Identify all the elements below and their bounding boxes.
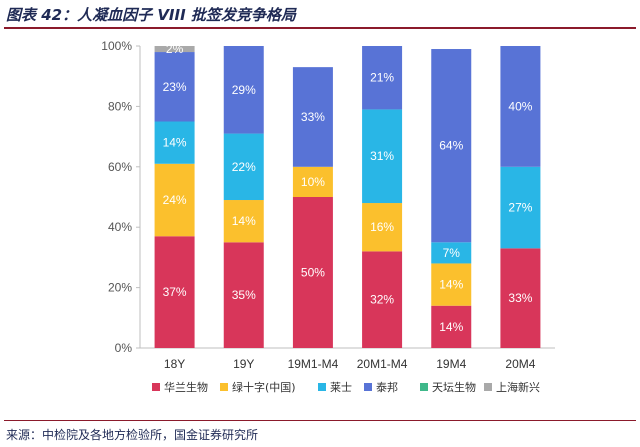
y-tick-label: 40% (108, 220, 132, 234)
x-category-label: 20M4 (505, 357, 535, 371)
bar-segment (154, 163, 195, 237)
bar-segment (431, 242, 472, 264)
y-tick-label: 60% (108, 160, 132, 174)
bar-segment (223, 133, 264, 201)
data-label: 37% (163, 285, 187, 299)
data-label: 22% (232, 160, 256, 174)
legend-swatch (152, 383, 160, 391)
bar-segment (362, 109, 403, 204)
x-category-label: 19M4 (436, 357, 466, 371)
data-label: 14% (163, 136, 187, 150)
figure-title: 图表 42：人凝血因子 VIII 批签发竞争格局 (6, 6, 296, 24)
data-label: 21% (370, 71, 394, 85)
legend-label: 泰邦 (376, 380, 398, 394)
bar-segment (292, 166, 333, 197)
x-category-label: 20M1-M4 (357, 357, 408, 371)
legend-label: 华兰生物 (164, 380, 208, 394)
bar-segment (500, 248, 541, 348)
data-label: 50% (301, 266, 325, 280)
y-tick-label: 80% (108, 99, 132, 113)
bar-segment (154, 121, 195, 164)
y-tick-label: 20% (108, 281, 132, 295)
x-category-label: 19M1-M4 (288, 357, 339, 371)
data-label: 33% (508, 291, 532, 305)
data-label: 14% (439, 320, 463, 334)
data-label: 23% (163, 80, 187, 94)
bar-segment (223, 242, 264, 348)
title-divider (4, 27, 636, 29)
bar-segment (431, 305, 472, 348)
legend-swatch (484, 383, 492, 391)
legend-swatch (364, 383, 372, 391)
legend-label: 天坛生物 (432, 380, 476, 394)
bar-segment (223, 200, 264, 243)
data-label: 40% (508, 99, 532, 113)
data-label: 24% (163, 193, 187, 207)
legend-label: 上海新兴 (496, 380, 540, 394)
data-label: 35% (232, 288, 256, 302)
data-label: 10% (301, 175, 325, 189)
data-label: 32% (370, 293, 394, 307)
x-category-label: 19Y (233, 357, 254, 371)
data-label: 2% (166, 42, 184, 56)
data-label: 7% (443, 246, 461, 260)
bar-segment (431, 49, 472, 243)
data-label: 31% (370, 149, 394, 163)
bar-segment (223, 46, 264, 134)
data-label: 16% (370, 220, 394, 234)
bar-segment (500, 46, 541, 167)
bar-segment (154, 46, 195, 53)
y-tick-label: 0% (115, 341, 133, 355)
legend-swatch (220, 383, 228, 391)
data-label: 29% (232, 83, 256, 97)
bar-segment (500, 166, 541, 249)
bar-segment (362, 46, 403, 110)
legend-swatch (420, 383, 428, 391)
bar-segment (292, 67, 333, 167)
source-note: 来源：中检院及各地方检验所，国金证券研究所 (6, 428, 259, 442)
legend-swatch (318, 383, 326, 391)
legend-label: 莱士 (330, 381, 352, 394)
bar-segment (362, 251, 403, 348)
bar-segment (292, 197, 333, 348)
y-tick-label: 100% (101, 39, 132, 53)
bar-segment (154, 52, 195, 122)
source-divider (4, 420, 636, 421)
legend-label: 绿十字(中国) (232, 380, 296, 394)
data-label: 14% (439, 278, 463, 292)
bar-segment (154, 236, 195, 348)
bar-segment (362, 203, 403, 252)
data-label: 64% (439, 139, 463, 153)
data-label: 14% (232, 214, 256, 228)
data-label: 33% (301, 110, 325, 124)
data-label: 27% (508, 201, 532, 215)
bar-segment (431, 263, 472, 306)
x-category-label: 18Y (164, 357, 185, 371)
